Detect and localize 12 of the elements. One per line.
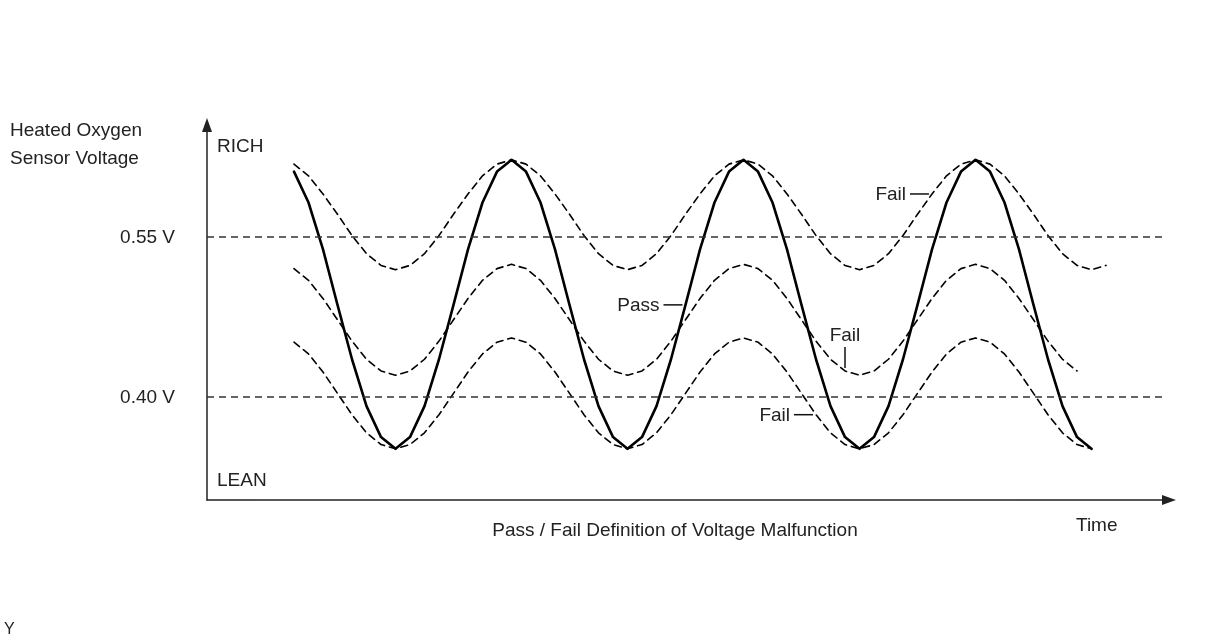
- text: Pass / Fail Definition of Voltage Malfunction: [492, 519, 858, 540]
- y-axis-title: Heated Oxygen Sensor Voltage: [10, 118, 148, 168]
- y-tick-label: 0.55 V: [120, 226, 176, 248]
- text: Y: [4, 619, 15, 637]
- x-axis-title: Time: [1076, 514, 1118, 535]
- annotation: RICH: [217, 135, 264, 156]
- series-label: Fail: [759, 404, 790, 426]
- annotation: LEAN: [217, 469, 267, 490]
- y-tick-label: 0.40 V: [120, 386, 176, 408]
- series-label: Fail: [829, 323, 861, 345]
- series-label: Pass: [617, 294, 660, 316]
- series-label: Fail: [875, 183, 906, 205]
